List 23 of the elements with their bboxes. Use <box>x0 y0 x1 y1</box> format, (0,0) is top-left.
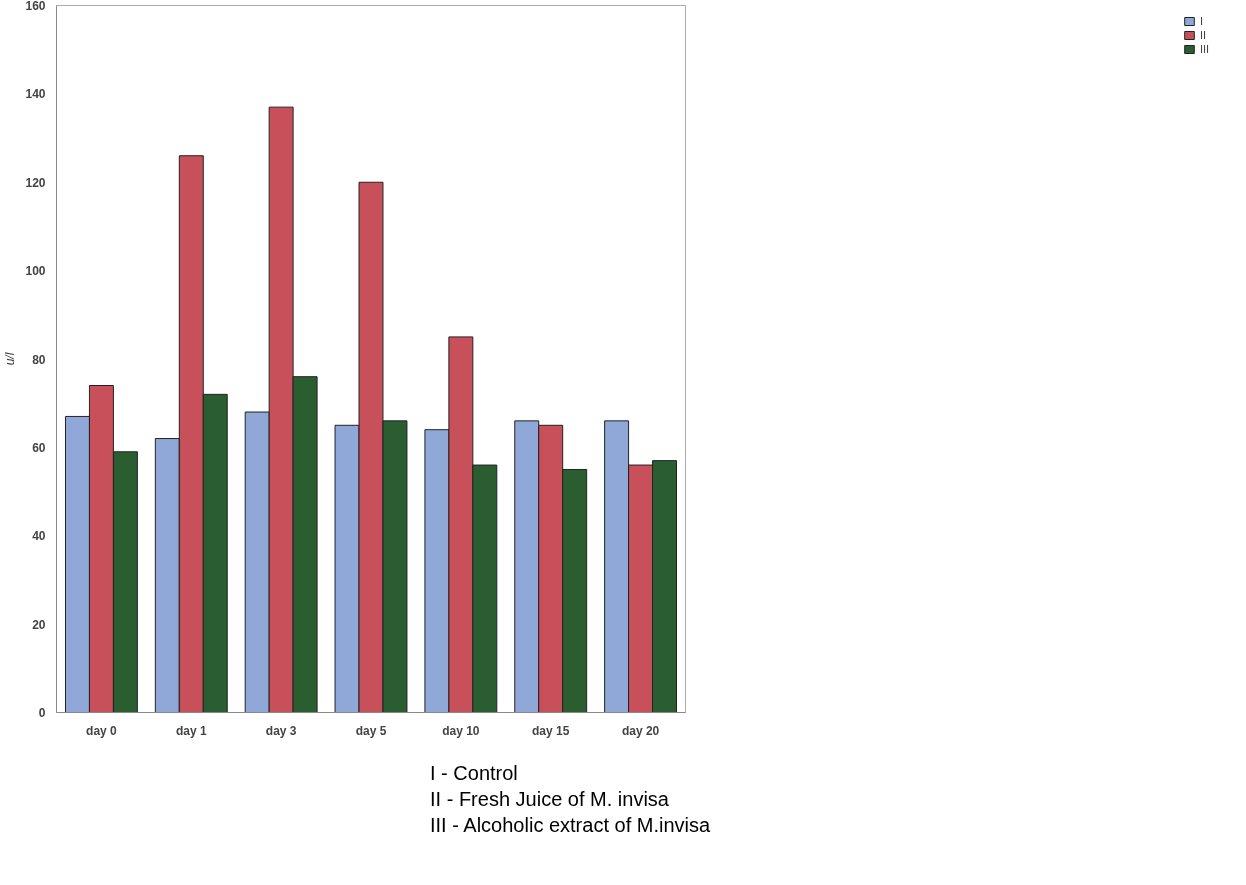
y-tick-label: 20 <box>32 617 46 632</box>
x-tick-label: day 20 <box>621 723 660 738</box>
x-tick-label: day 1 <box>175 723 207 738</box>
y-axis-title: u/l <box>3 352 18 366</box>
x-tick-label: day 3 <box>265 723 297 738</box>
y-tick-label: 120 <box>25 175 46 190</box>
legend-label: III <box>1200 43 1211 55</box>
y-tick-label: 100 <box>25 264 46 279</box>
text: II - Fresh Juice of M. invisa <box>430 787 670 812</box>
y-tick-label: 140 <box>25 87 46 102</box>
x-tick-label: day 10 <box>442 723 480 738</box>
text: III - Alcoholic extract of M.invisa <box>430 813 711 838</box>
x-tick-label: day 15 <box>532 723 570 738</box>
x-tick-label: day 0 <box>86 723 118 738</box>
y-tick-label: 60 <box>32 440 46 455</box>
y-tick-label: 40 <box>32 529 46 544</box>
legend-label: I <box>1200 15 1205 27</box>
legend-label: II <box>1200 29 1208 41</box>
y-tick-label: 0 <box>38 706 46 720</box>
y-tick-label: 160 <box>25 0 46 13</box>
x-tick-label: day 5 <box>355 723 387 738</box>
y-tick-label: 80 <box>32 352 46 367</box>
text: I - Control <box>430 761 519 786</box>
